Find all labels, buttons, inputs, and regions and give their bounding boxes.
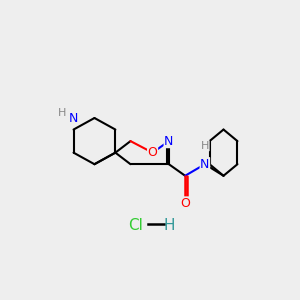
Text: N: N xyxy=(164,135,173,148)
Text: H: H xyxy=(201,141,209,151)
Text: N: N xyxy=(69,112,78,124)
Text: H: H xyxy=(163,218,175,233)
Text: H: H xyxy=(58,108,66,118)
Text: O: O xyxy=(180,197,190,210)
Text: O: O xyxy=(148,146,158,159)
Text: N: N xyxy=(200,158,210,171)
Text: Cl: Cl xyxy=(128,218,142,233)
